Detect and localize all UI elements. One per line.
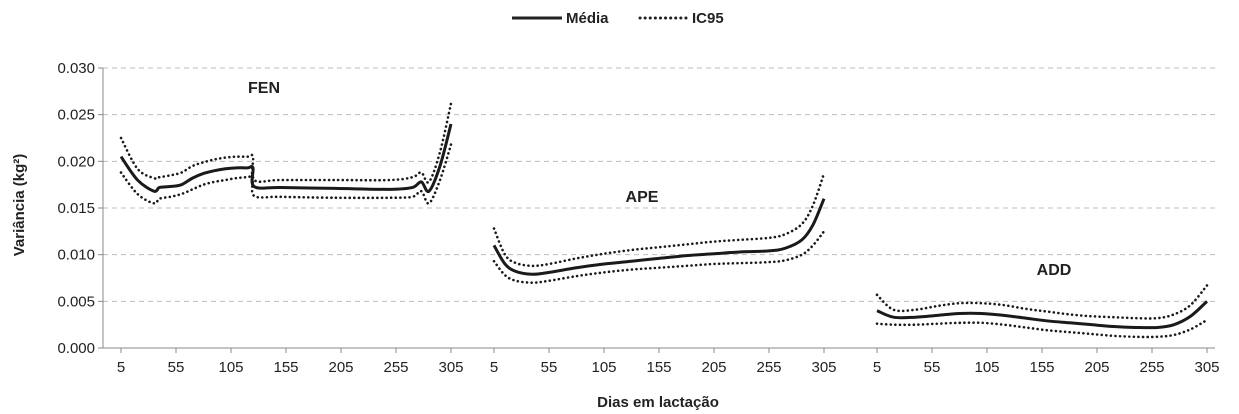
x-tick-label-p0-3: 155 <box>273 359 298 376</box>
y-tick-label-5: 0.025 <box>57 107 95 124</box>
series-ic95-lower-ape <box>492 230 826 284</box>
y-axis-title: Variância (kg²) <box>11 154 28 257</box>
series-media-add <box>876 300 1209 330</box>
series-ic95-upper-add <box>875 284 1209 320</box>
series-ic95-lower-add <box>875 318 1209 339</box>
y-tick-label-6: 0.030 <box>57 60 95 77</box>
x-tick-label-p1-3: 155 <box>646 359 671 376</box>
series-ic95-lower-fen <box>119 143 453 205</box>
legend: Média IC95 <box>512 10 724 27</box>
y-tick-label-2: 0.010 <box>57 247 95 264</box>
x-tick-label-p0-4: 205 <box>328 359 353 376</box>
x-tick-label-p2-1: 55 <box>924 359 941 376</box>
series-ic95-upper-fen <box>119 102 453 184</box>
x-tick-label-p2-4: 205 <box>1084 359 1109 376</box>
x-axis-title: Dias em lactação <box>597 394 719 411</box>
x-tick-label-p0-6: 305 <box>438 359 463 376</box>
x-tick-label-p0-5: 255 <box>383 359 408 376</box>
x-tick-label-p2-3: 155 <box>1029 359 1054 376</box>
x-tick-label-p1-1: 55 <box>541 359 558 376</box>
y-tick-label-4: 0.020 <box>57 153 95 170</box>
x-tick-label-p1-6: 305 <box>811 359 836 376</box>
series-lines <box>119 102 1209 339</box>
x-tick-label-p0-0: 5 <box>117 359 125 376</box>
x-tick-label-p1-4: 205 <box>701 359 726 376</box>
legend-label-ic95: IC95 <box>692 10 724 27</box>
y-tick-label-3: 0.015 <box>57 200 95 217</box>
axes <box>98 67 1215 353</box>
x-tick-label-p2-2: 105 <box>974 359 999 376</box>
series-media-fen <box>119 123 453 194</box>
x-tick-label-p2-5: 255 <box>1139 359 1164 376</box>
y-tick-label-1: 0.005 <box>57 293 95 310</box>
series-ic95-upper-ape <box>492 172 826 268</box>
x-tick-label-p0-2: 105 <box>218 359 243 376</box>
x-tick-label-p2-0: 5 <box>873 359 881 376</box>
x-tick-label-p0-1: 55 <box>168 359 185 376</box>
x-tick-label-p1-2: 105 <box>591 359 616 376</box>
x-tick-label-p2-6: 305 <box>1194 359 1219 376</box>
y-tick-label-0: 0.000 <box>57 340 95 357</box>
panel-label-fen: FEN <box>248 80 280 97</box>
x-tick-label-p1-0: 5 <box>490 359 498 376</box>
panel-label-ape: APE <box>626 189 659 206</box>
panel-label-add: ADD <box>1037 262 1072 279</box>
series-media-ape <box>492 198 826 276</box>
x-tick-label-p1-5: 255 <box>756 359 781 376</box>
legend-label-media: Média <box>566 10 609 27</box>
